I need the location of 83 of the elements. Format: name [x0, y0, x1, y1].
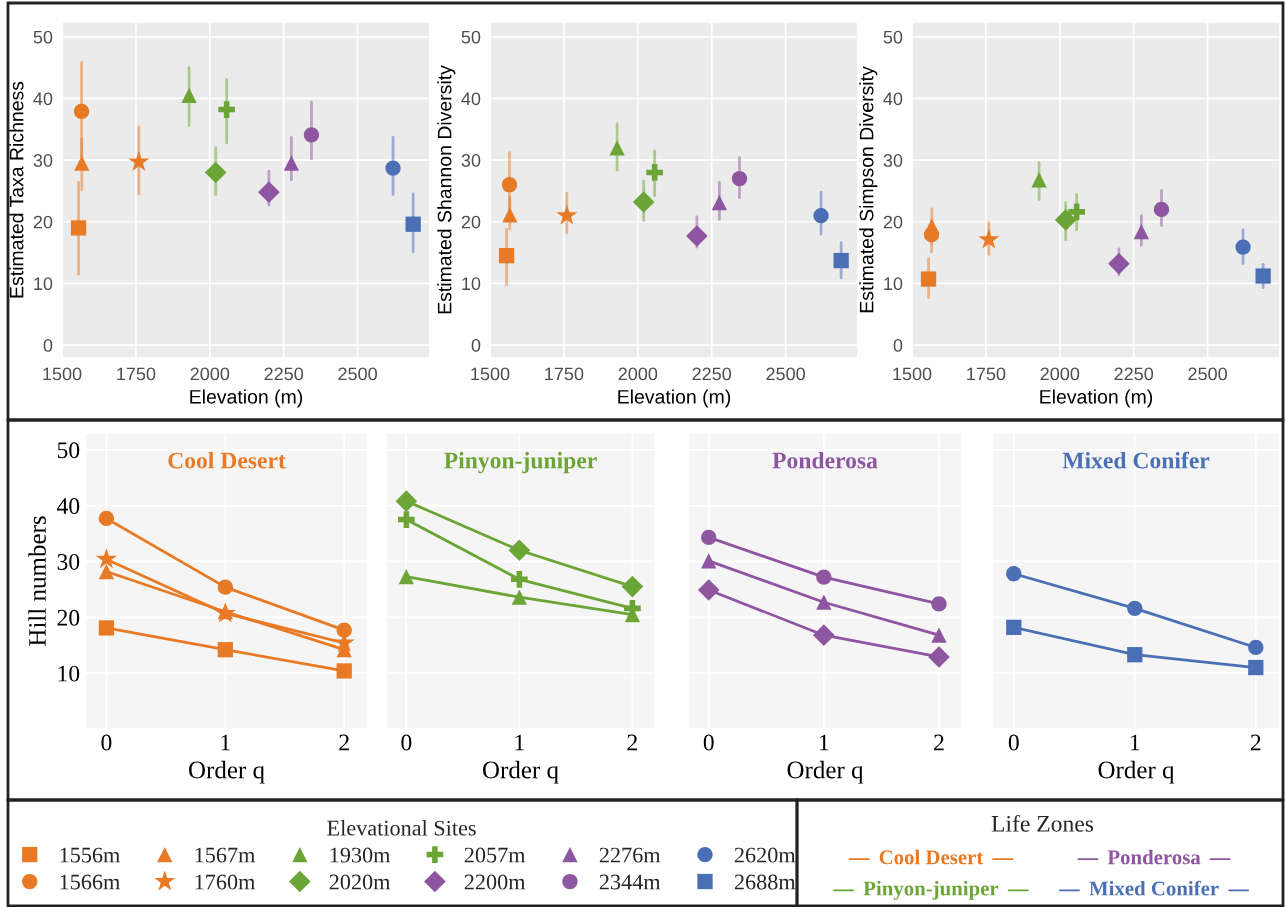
legend-label: 1930m	[330, 847, 391, 863]
x-axis-title: Elevation (m)	[618, 389, 731, 408]
y-tick-label: 10	[34, 277, 53, 291]
x-tick-label: 1	[1130, 734, 1140, 751]
x-tick-label: 2250	[264, 367, 304, 381]
text: Cool Desert	[879, 849, 984, 865]
y-tick-label: 30	[461, 154, 481, 167]
y-axis-title: Hill numbers	[28, 516, 46, 646]
x-tick-label: 0	[703, 734, 714, 751]
x-tick-label: 1	[515, 734, 524, 751]
y-tick-label: 0	[893, 338, 903, 352]
x-tick-label: 2000	[1040, 367, 1080, 381]
y-tick-label: 20	[33, 215, 53, 229]
x-tick-label: 2	[627, 734, 637, 751]
x-tick-label: 1750	[117, 367, 156, 381]
text: Pinyon-juniper	[444, 451, 597, 474]
y-tick-label: 40	[33, 92, 53, 106]
x-tick-label: 2	[1250, 734, 1261, 751]
y-axis-title: Estimated Shannon Diversity	[437, 65, 456, 314]
text: Mixed Conifer	[1062, 451, 1210, 469]
y-tick-label: 50	[57, 442, 80, 459]
legend-label: 2344m	[599, 874, 661, 890]
x-tick-label: 1500	[893, 367, 932, 381]
x-axis-title: Order q	[483, 760, 559, 784]
text: Pinyon-juniper	[863, 880, 999, 900]
legend-label: 1556m	[60, 847, 120, 863]
y-tick-label: 20	[883, 215, 903, 229]
y-tick-label: 10	[884, 277, 903, 291]
x-axis-title: Order q	[1098, 760, 1175, 784]
legend-label: 2620m	[734, 847, 796, 863]
y-tick-label: 10	[58, 665, 80, 682]
x-tick-label: 2250	[1114, 367, 1154, 381]
x-tick-label: 1500	[43, 367, 82, 381]
x-tick-label: 2500	[766, 367, 805, 381]
x-tick-label: 2000	[618, 367, 658, 381]
y-axis-title: Estimated Taxa Richness	[9, 81, 24, 298]
x-tick-label: 2500	[1188, 367, 1227, 381]
legend-label: 2276m	[599, 847, 661, 863]
text: Mixed Conifer	[1089, 880, 1219, 896]
y-tick-label: 40	[56, 498, 80, 515]
x-axis-title: Order q	[787, 760, 864, 784]
y-axis-title: Estimated Simpson Diversity	[859, 66, 878, 313]
x-tick-label: 1750	[967, 367, 1006, 381]
x-tick-label: 1750	[545, 367, 584, 381]
x-tick-label: 2250	[692, 367, 732, 381]
text: Cool Desert	[168, 451, 286, 469]
x-tick-label: 1	[221, 734, 230, 751]
y-tick-label: 30	[883, 154, 903, 167]
y-tick-label: 10	[462, 277, 481, 291]
x-tick-label: 2	[934, 734, 944, 751]
legend-label: 1566m	[60, 874, 120, 890]
y-tick-label: 50	[883, 30, 903, 44]
y-tick-label: 50	[461, 30, 481, 44]
y-tick-label: 40	[883, 92, 903, 106]
y-tick-label: 30	[57, 553, 80, 570]
x-axis-title: Elevation (m)	[190, 389, 303, 408]
x-tick-label: 2	[339, 734, 349, 751]
x-tick-label: 0	[401, 734, 412, 751]
y-tick-label: 0	[471, 338, 481, 352]
text: Ponderosa	[772, 451, 878, 469]
y-tick-label: 20	[461, 215, 481, 229]
x-tick-label: 0	[101, 734, 112, 751]
legend-label: 1567m	[195, 847, 256, 863]
x-axis-title: Order q	[189, 760, 265, 784]
legend-label: 2200m	[464, 874, 526, 890]
legend-label: 2688m	[734, 874, 796, 890]
legend-title: Elevational Sites	[327, 819, 476, 836]
x-tick-label: 0	[1008, 734, 1019, 751]
legend-label: 1760m	[195, 874, 256, 890]
text: Ponderosa	[1107, 849, 1201, 865]
legend-label: 2020m	[329, 874, 391, 890]
legend-label: 2057m	[464, 847, 526, 863]
x-tick-label: 1	[820, 734, 829, 751]
x-tick-label: 2000	[190, 367, 230, 381]
y-tick-label: 50	[33, 30, 53, 44]
y-tick-label: 30	[33, 154, 53, 167]
x-tick-label: 1500	[471, 367, 510, 381]
y-tick-label: 20	[57, 609, 80, 626]
y-tick-label: 40	[461, 92, 481, 106]
text: Life Zones	[991, 814, 1094, 832]
y-tick-label: 0	[43, 338, 53, 352]
x-tick-label: 2500	[338, 367, 377, 381]
x-axis-title: Elevation (m)	[1040, 389, 1153, 408]
